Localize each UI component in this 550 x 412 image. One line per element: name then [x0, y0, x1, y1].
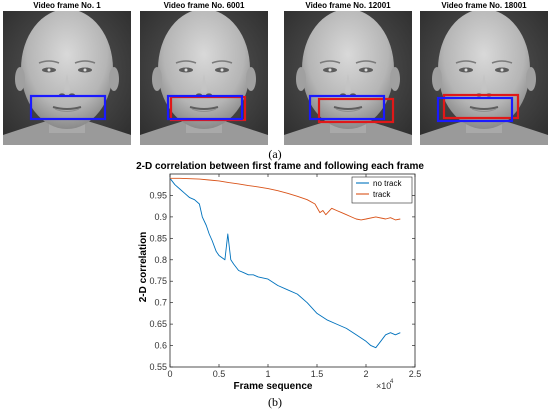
tracking-box-initial	[29, 94, 107, 121]
series-line-no-track	[169, 178, 401, 349]
plot-area	[169, 177, 401, 349]
caption-b: (b)	[268, 395, 282, 409]
x-tick-label: 1.5	[311, 369, 324, 379]
frame-title-2: Video frame No. 6001	[163, 1, 245, 10]
frame-title-1: Video frame No. 1	[33, 1, 101, 10]
y-tick-label: 0.85	[149, 233, 167, 243]
video-frame-18001: Video frame No. 18001	[420, 0, 548, 146]
tracking-box-initial	[436, 96, 514, 123]
x-tick-label: 1	[265, 369, 270, 379]
x-axis-multiplier-exponent: 4	[390, 379, 394, 385]
video-frame-1: Video frame No. 1	[3, 0, 131, 146]
axes: 0 0.5 1 1.5 2 2.5 0.55 0.6 0.65 0.7 0.75 0.8 0.85 0.9…	[149, 173, 422, 379]
x-axis-multiplier: ×10	[376, 381, 391, 391]
tracking-box-tracked	[442, 93, 520, 120]
y-axis-label: 2-D correlation	[138, 232, 149, 303]
frame-title-3: Video frame No. 12001	[305, 1, 391, 10]
video-frame-6001: Video frame No. 6001	[140, 0, 268, 146]
legend-box	[351, 176, 413, 204]
tracking-boxes-3	[308, 94, 395, 124]
y-tick-label: 0.55	[149, 362, 167, 372]
tracking-box-initial	[166, 94, 244, 121]
caption-a: (a)	[268, 147, 282, 161]
tracking-box-initial	[308, 94, 386, 121]
y-tick-label: 0.7	[154, 298, 167, 308]
tracking-box-tracked	[317, 97, 395, 124]
plot-frame	[169, 173, 416, 368]
y-tick-label: 0.8	[154, 255, 167, 265]
x-tick-label: 0	[167, 369, 172, 379]
y-tick-label: 0.65	[149, 319, 167, 329]
frame-title-4: Video frame No. 18001	[441, 1, 527, 10]
tracking-boxes-2	[166, 94, 247, 122]
legend-label: track	[373, 190, 391, 199]
y-tick-label: 0.75	[149, 276, 167, 286]
tracking-boxes-1	[29, 94, 107, 121]
x-tick-label: 0.5	[213, 369, 226, 379]
legend: no track track	[351, 176, 413, 204]
chart-title: 2-D correlation between first frame and …	[136, 161, 424, 172]
video-frame-12001: Video frame No. 12001	[284, 0, 412, 146]
legend-label: no track	[373, 179, 402, 188]
series-line-track	[170, 177, 401, 221]
x-axis-label: Frame sequence	[234, 381, 313, 392]
y-tick-label: 0.6	[154, 341, 167, 351]
tracking-box-tracked	[169, 95, 247, 122]
correlation-chart: 2-D correlation between first frame and …	[136, 161, 424, 392]
y-tick-label: 0.9	[154, 212, 167, 222]
x-tick-label: 2	[363, 369, 368, 379]
tracking-boxes-4	[436, 93, 520, 123]
x-tick-label: 2.5	[409, 369, 422, 379]
y-tick-label: 0.95	[149, 190, 167, 200]
